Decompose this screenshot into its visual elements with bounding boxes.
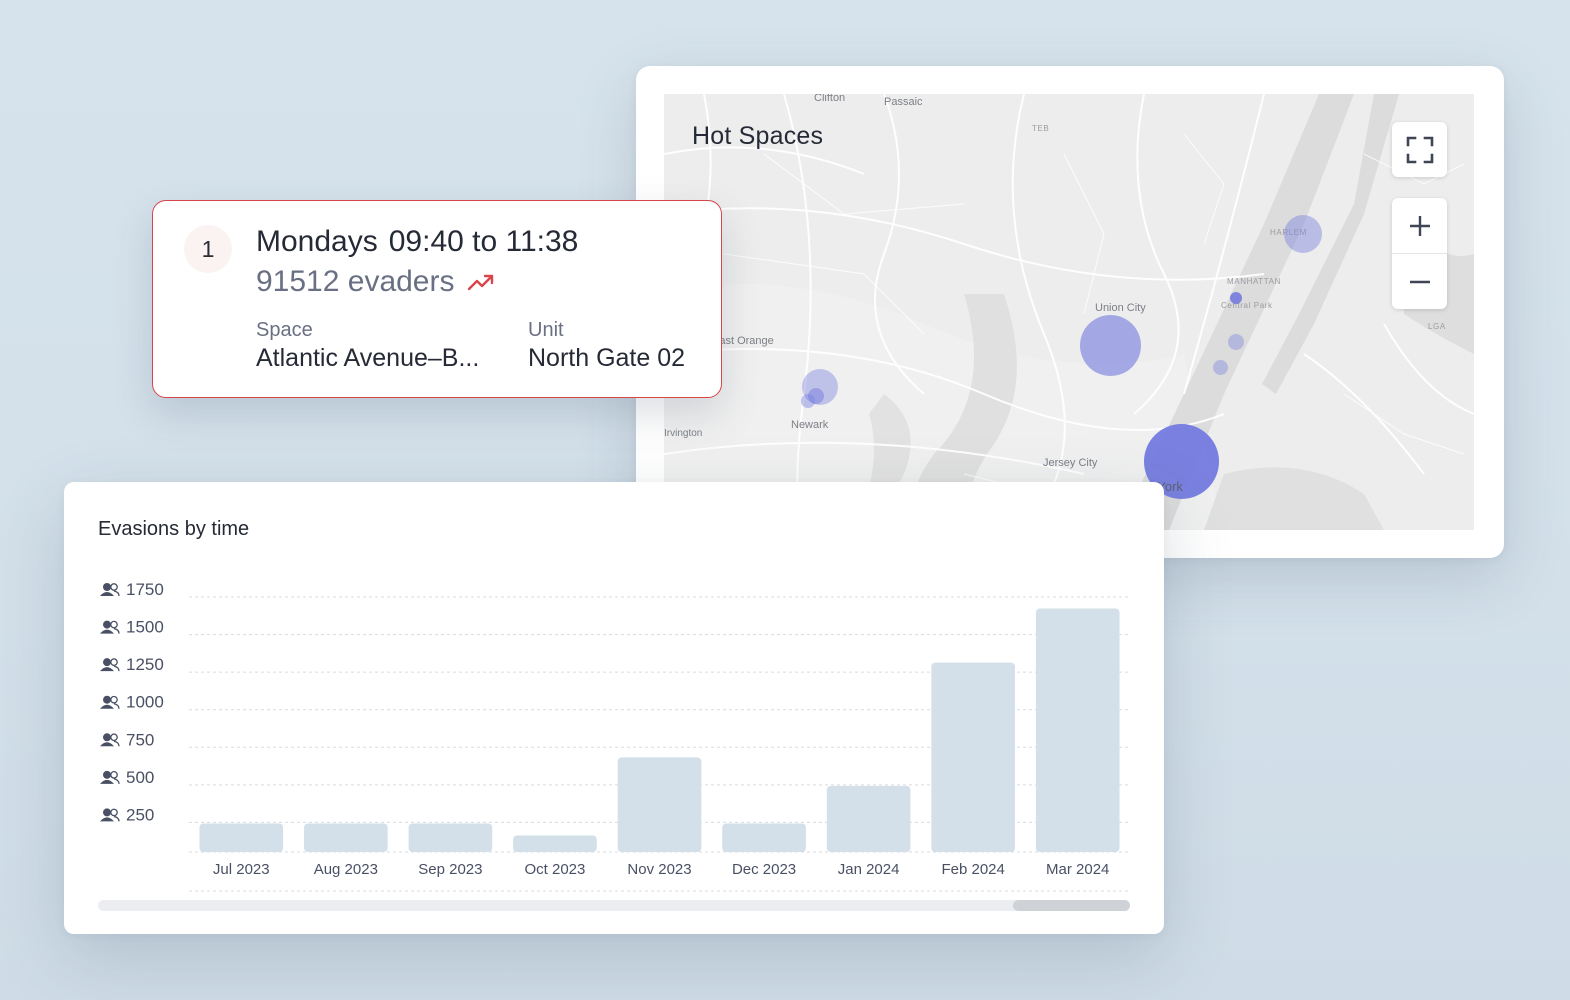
y-tick-label: 750 [126,730,154,749]
hot-space-bubble[interactable] [808,388,824,404]
y-tick-label: 1750 [126,580,164,599]
map-label-passaic: Passaic [884,96,923,108]
minus-icon [1409,280,1430,283]
bar[interactable] [931,662,1015,852]
x-tick-label: Oct 2023 [525,861,586,878]
evaders-count-row: 91512 evaders [256,265,495,299]
x-tick-label: Aug 2023 [314,861,378,878]
hot-space-bubble[interactable] [1228,334,1244,350]
bar[interactable] [617,757,702,852]
map-label-jersey-city: Jersey City [1043,457,1098,469]
y-tick-label: 1500 [126,618,164,637]
evasions-by-time-card: Evasions by time 250 500 750 1000 1250 1500 17… [64,482,1164,934]
map-label-lga: LGA [1428,322,1446,331]
x-tick-label: Jan 2024 [838,861,900,878]
hot-spaces-map[interactable]: Clifton Passaic TEB HARLEM MANHATTAN Cen… [664,94,1474,530]
people-icon [100,808,120,822]
x-tick-label: Mar 2024 [1046,861,1109,878]
people-icon [100,658,120,672]
chart-title: Evasions by time [98,518,250,540]
y-tick-label: 1250 [126,655,164,674]
chart-scrollbar-thumb[interactable] [1013,900,1130,911]
x-tick-label: Nov 2023 [627,861,691,878]
people-icon [100,770,120,784]
unit-value: North Gate 02 [528,344,686,372]
x-tick-label: Sep 2023 [418,861,482,878]
map-label-newark: Newark [791,419,829,431]
fullscreen-button[interactable] [1392,122,1447,177]
zoom-out-button[interactable] [1392,253,1447,309]
day-label: Mondays [256,225,378,258]
map-label-teb: TEB [1032,124,1050,133]
map-label-irvington: Irvington [664,428,703,439]
bar[interactable] [722,823,806,852]
time-slot-headline: Mondays 09:40 to 11:38 [256,225,578,259]
map-basemap [664,94,1474,530]
space-label: Space [256,319,313,341]
evaders-count: 91512 evaders [256,265,455,298]
bar[interactable] [408,823,493,852]
bar[interactable] [513,835,597,852]
map-label-central-park: Central Park [1221,301,1273,310]
bar[interactable] [826,785,911,852]
hot-spaces-card: Clifton Passaic TEB HARLEM MANHATTAN Cen… [636,66,1504,558]
x-tick-label: Dec 2023 [732,861,796,878]
chart-scrollbar[interactable] [98,900,1130,911]
x-tick-label: Jul 2023 [213,861,270,878]
plus-icon [1409,215,1430,236]
map-label-clifton: Clifton [814,94,846,104]
fullscreen-icon [1406,136,1433,163]
people-icon [100,620,120,634]
hot-spaces-title: Hot Spaces [692,122,824,150]
hot-space-bubble[interactable] [1080,315,1141,376]
y-tick-label: 1000 [126,693,164,712]
hot-space-bubble[interactable] [801,394,815,408]
x-tick-label: Feb 2024 [941,861,1004,878]
time-range: 09:40 to 11:38 [388,225,579,258]
unit-label: Unit [528,319,564,341]
hot-space-bubble[interactable] [1230,292,1242,304]
people-icon [100,583,120,597]
map-label-east-orange: East Orange [712,335,774,347]
fullscreen-control [1392,122,1447,177]
trending-up-icon [467,274,493,291]
hot-space-detail-card[interactable]: 1 Mondays 09:40 to 11:38 91512 evaders Sp… [152,200,722,398]
rank-badge: 1 [184,225,232,273]
space-value: Atlantic Avenue–B... [256,344,480,372]
hot-space-bubble[interactable] [1284,215,1322,253]
map-label-manhattan: MANHATTAN [1227,277,1281,286]
y-tick-label: 250 [126,805,154,824]
people-icon [100,695,120,709]
bar[interactable] [304,823,388,852]
map-label-harlem: HARLEM [1270,228,1307,237]
zoom-control [1392,198,1447,309]
bar[interactable] [199,823,284,852]
y-tick-label: 500 [126,768,154,787]
people-icon [100,733,120,747]
bar[interactable] [1035,608,1120,852]
evasions-bar-chart: 250 500 750 1000 1250 1500 1750 Jul 2023 Aug 202… [100,580,1130,892]
map-label-union-city: Union City [1095,302,1146,314]
zoom-in-button[interactable] [1392,198,1447,253]
hot-space-bubble[interactable] [1213,360,1228,375]
